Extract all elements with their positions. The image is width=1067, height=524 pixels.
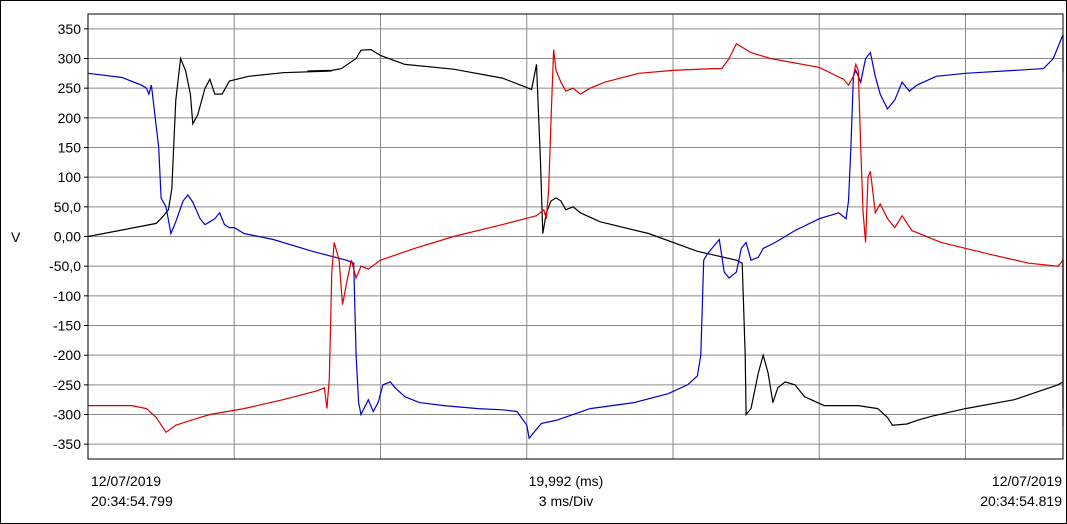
- y-tick-label: -250: [53, 377, 81, 393]
- time-scale-info: 19,992 (ms) 3 ms/Div: [476, 471, 656, 511]
- waveform-trace-3: [88, 42, 1064, 434]
- plot-area-border: [87, 13, 1064, 460]
- y-tick-label: 0,00: [54, 229, 81, 245]
- y-tick-label: 150: [58, 140, 82, 156]
- start-timestamp: 12/07/2019 20:34:54.799: [91, 471, 173, 511]
- y-axis-label: V: [11, 229, 21, 245]
- scale-label: 3 ms/Div: [538, 493, 594, 509]
- end-date: 12/07/2019: [991, 473, 1062, 489]
- y-axis-ticks: 350 300 250 200 150 100 50,0 0,00 -50,0 -100 -150 -…: [49, 21, 88, 452]
- start-time: 20:34:54.799: [91, 493, 173, 509]
- y-tick-label: 200: [58, 110, 82, 126]
- end-timestamp: 12/07/2019 20:34:54.819: [980, 471, 1062, 511]
- y-tick-label: 50,0: [54, 199, 81, 215]
- end-time: 20:34:54.819: [980, 493, 1062, 509]
- waveform-chart: 350 300 250 200 150 100 50,0 0,00 -50,0 -100 -150 -…: [11, 13, 1064, 460]
- y-tick-label: 250: [58, 80, 82, 96]
- duration-label: 19,992 (ms): [528, 473, 604, 489]
- y-tick-label: -150: [53, 318, 81, 334]
- waveform-trace-2: [87, 34, 1064, 440]
- y-tick-label: -300: [53, 407, 81, 423]
- y-tick-label: 300: [58, 51, 82, 67]
- start-date: 12/07/2019: [91, 473, 162, 489]
- y-tick-label: 350: [58, 21, 82, 37]
- y-tick-label: -100: [53, 288, 81, 304]
- y-tick-label: -50,0: [49, 258, 81, 274]
- y-tick-label: -200: [53, 347, 81, 363]
- y-tick-label: 100: [58, 169, 82, 185]
- grid-lines: [88, 14, 1063, 459]
- y-tick-label: -350: [53, 436, 81, 452]
